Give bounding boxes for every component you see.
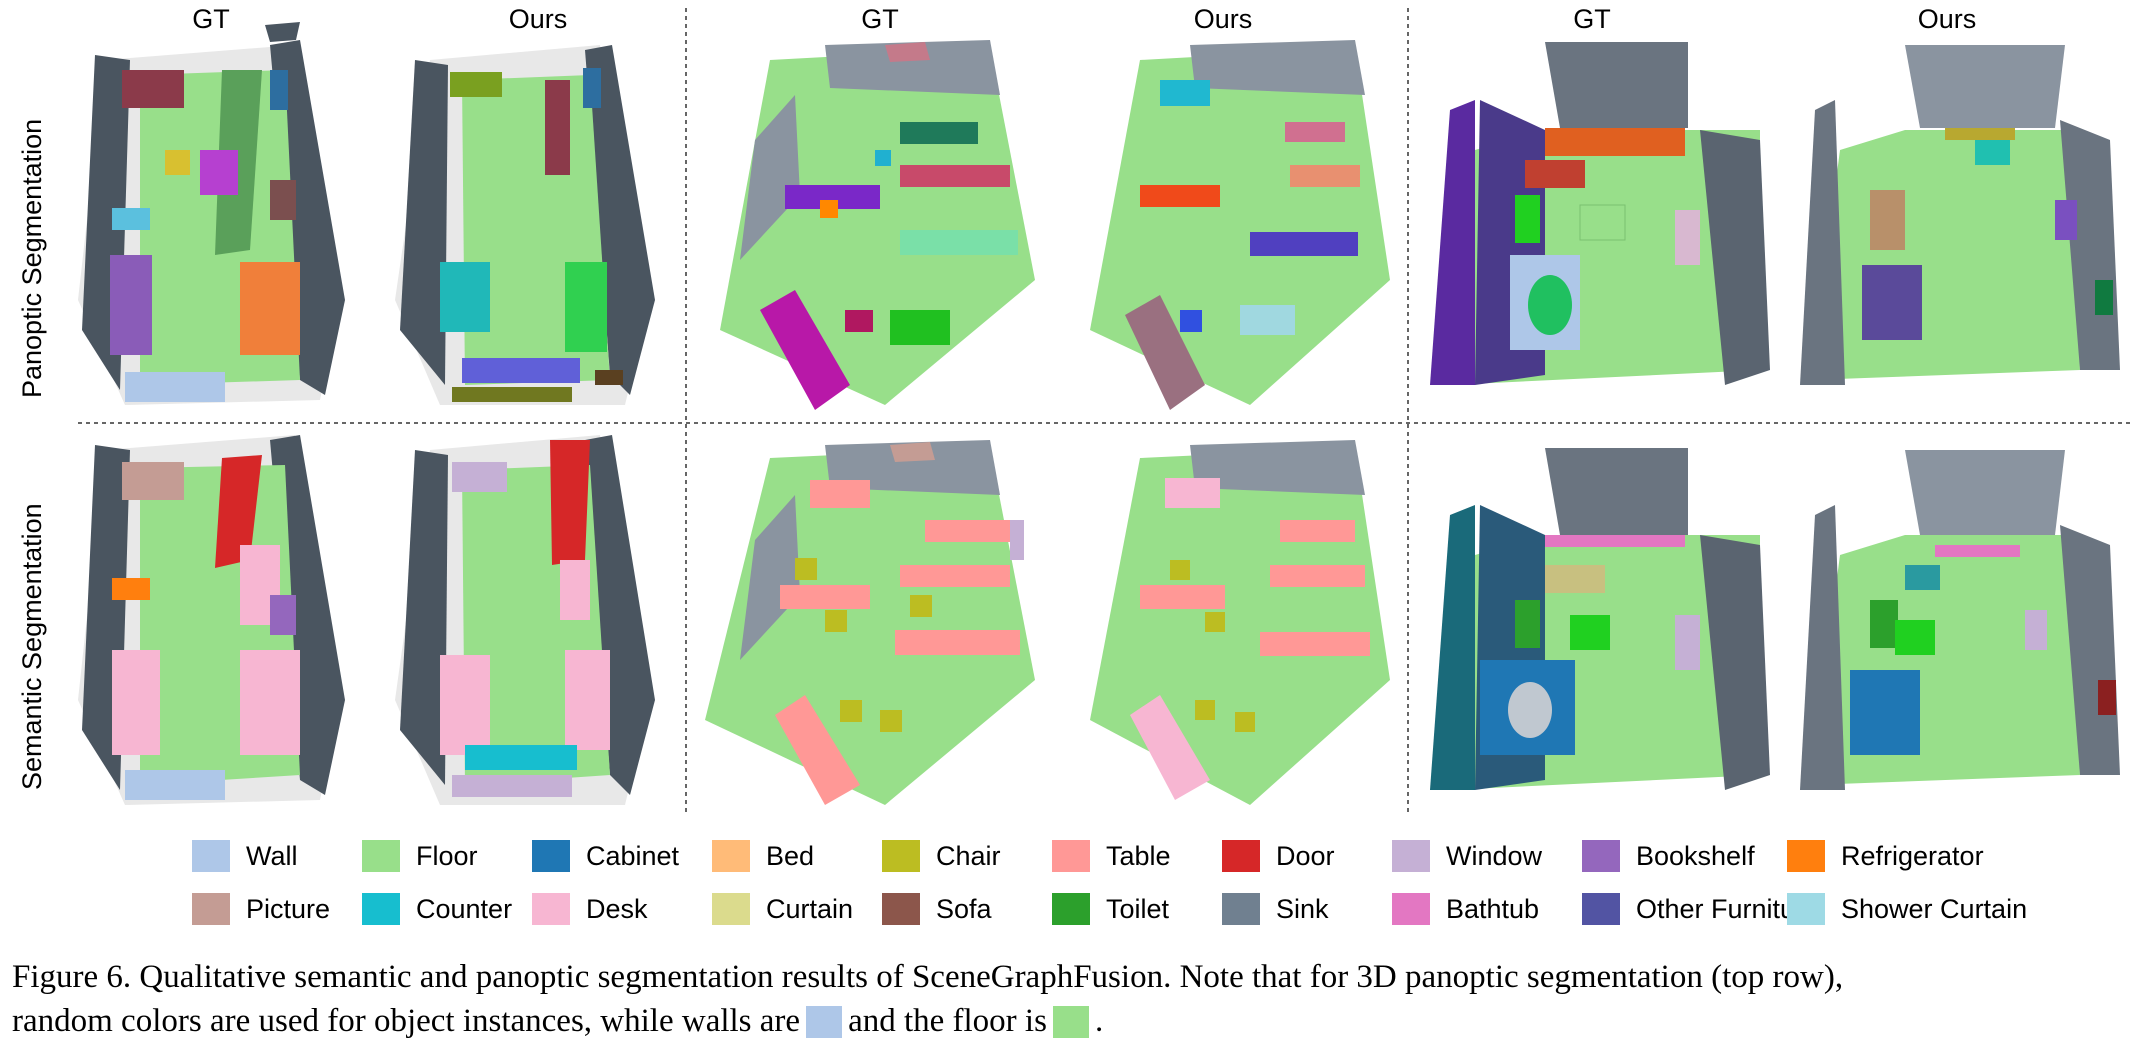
column-label-gt-3: GT xyxy=(1573,4,1611,34)
legend-item-other-furniture: Other Furniture xyxy=(1582,891,1819,927)
legend-item-door: Door xyxy=(1222,838,1335,874)
caption-line-2-part-a: random colors are used for object instan… xyxy=(12,1003,801,1039)
column-label-ours-3: Ours xyxy=(1917,4,1977,34)
column-label-gt-2: GT xyxy=(861,4,899,34)
wall-color-swatch xyxy=(806,1006,843,1038)
legend-swatch-sink xyxy=(1222,893,1260,925)
legend-swatch-curtain xyxy=(712,893,750,925)
floor-color-swatch xyxy=(1052,1006,1089,1038)
legend-item-toilet: Toilet xyxy=(1052,891,1169,927)
legend-label-refrigerator: Refrigerator xyxy=(1841,840,1984,871)
legend-item-floor: Floor xyxy=(362,838,478,874)
legend-label-bed: Bed xyxy=(766,840,815,871)
legend-label-bookshelf: Bookshelf xyxy=(1636,840,1755,871)
scene-3-ours-panoptic xyxy=(1800,45,2120,385)
legend-item-picture: Picture xyxy=(192,891,330,927)
legend-swatch-wall xyxy=(192,840,230,872)
legend-item-cabinet: Cabinet xyxy=(532,838,679,874)
legend-item-sofa: Sofa xyxy=(882,891,992,927)
legend-item-wall: Wall xyxy=(192,838,298,874)
scene-2-ours-panoptic xyxy=(1090,40,1390,410)
scene-1-gt-panoptic xyxy=(78,22,345,405)
scene-1-gt-semantic xyxy=(78,435,345,805)
legend-label-picture: Picture xyxy=(246,893,331,924)
legend-label-cabinet: Cabinet xyxy=(586,840,680,871)
legend-swatch-table xyxy=(1052,840,1090,872)
legend-label-floor: Floor xyxy=(416,840,478,871)
legend: Wall Floor Cabinet Bed Chair Table Door Window B… xyxy=(192,838,2032,948)
legend-item-curtain: Curtain xyxy=(712,891,853,927)
legend-swatch-door xyxy=(1222,840,1260,872)
legend-swatch-bed xyxy=(712,840,750,872)
legend-item-refrigerator: Refrigerator xyxy=(1787,838,1984,874)
legend-label-shower-curtain: Shower Curtain xyxy=(1841,893,2028,924)
figure-caption: Figure 6. Qualitative semantic and panop… xyxy=(12,955,2127,1043)
column-label-ours-2: Ours xyxy=(1193,4,1253,34)
scene-2-gt-panoptic xyxy=(720,40,1035,410)
legend-label-toilet: Toilet xyxy=(1106,893,1170,924)
legend-item-table: Table xyxy=(1052,838,1171,874)
legend-label-bathtub: Bathtub xyxy=(1446,893,1540,924)
column-label-gt-1: GT xyxy=(192,4,230,34)
scene-1-ours-semantic xyxy=(395,435,655,805)
legend-label-sofa: Sofa xyxy=(936,893,992,924)
column-label-ours-1: Ours xyxy=(508,4,568,34)
scene-2-ours-semantic xyxy=(1090,440,1390,805)
legend-swatch-chair xyxy=(882,840,920,872)
legend-item-bed: Bed xyxy=(712,838,814,874)
caption-line-1: Figure 6. Qualitative semantic and panop… xyxy=(12,959,1844,995)
scene-2-gt-semantic xyxy=(705,440,1035,805)
scene-1-ours-panoptic xyxy=(395,45,655,405)
legend-item-sink: Sink xyxy=(1222,891,1329,927)
legend-label-counter: Counter xyxy=(416,893,513,924)
legend-label-desk: Desk xyxy=(586,893,648,924)
caption-line-2-part-b: and the floor is xyxy=(848,1003,1047,1039)
legend-item-shower-curtain: Shower Curtain xyxy=(1787,891,2027,927)
legend-swatch-bookshelf xyxy=(1582,840,1620,872)
caption-line-2-part-c: . xyxy=(1094,1003,1104,1039)
legend-label-chair: Chair xyxy=(936,840,1001,871)
legend-label-window: Window xyxy=(1446,840,1543,871)
legend-item-bookshelf: Bookshelf xyxy=(1582,838,1755,874)
legend-swatch-floor xyxy=(362,840,400,872)
legend-label-table: Table xyxy=(1106,840,1171,871)
legend-label-door: Door xyxy=(1276,840,1335,871)
legend-label-wall: Wall xyxy=(246,840,298,871)
legend-item-counter: Counter xyxy=(362,891,512,927)
legend-swatch-cabinet xyxy=(532,840,570,872)
legend-item-window: Window xyxy=(1392,838,1542,874)
legend-label-sink: Sink xyxy=(1276,893,1329,924)
legend-item-chair: Chair xyxy=(882,838,1001,874)
legend-swatch-desk xyxy=(532,893,570,925)
legend-swatch-sofa xyxy=(882,893,920,925)
legend-swatch-window xyxy=(1392,840,1430,872)
legend-item-desk: Desk xyxy=(532,891,648,927)
legend-swatch-counter xyxy=(362,893,400,925)
legend-swatch-bathtub xyxy=(1392,893,1430,925)
legend-swatch-shower-curtain xyxy=(1787,893,1825,925)
segmentation-renderings xyxy=(78,8,2132,812)
scene-3-gt-panoptic xyxy=(1430,42,1770,385)
scene-3-gt-semantic xyxy=(1430,448,1770,790)
legend-label-curtain: Curtain xyxy=(766,893,854,924)
legend-item-bathtub: Bathtub xyxy=(1392,891,1539,927)
caption-line-2: random colors are used for object instan… xyxy=(12,999,2127,1043)
legend-swatch-other-furniture xyxy=(1582,893,1620,925)
legend-swatch-picture xyxy=(192,893,230,925)
legend-swatch-toilet xyxy=(1052,893,1090,925)
scene-3-ours-semantic xyxy=(1800,450,2120,790)
legend-swatch-refrigerator xyxy=(1787,840,1825,872)
